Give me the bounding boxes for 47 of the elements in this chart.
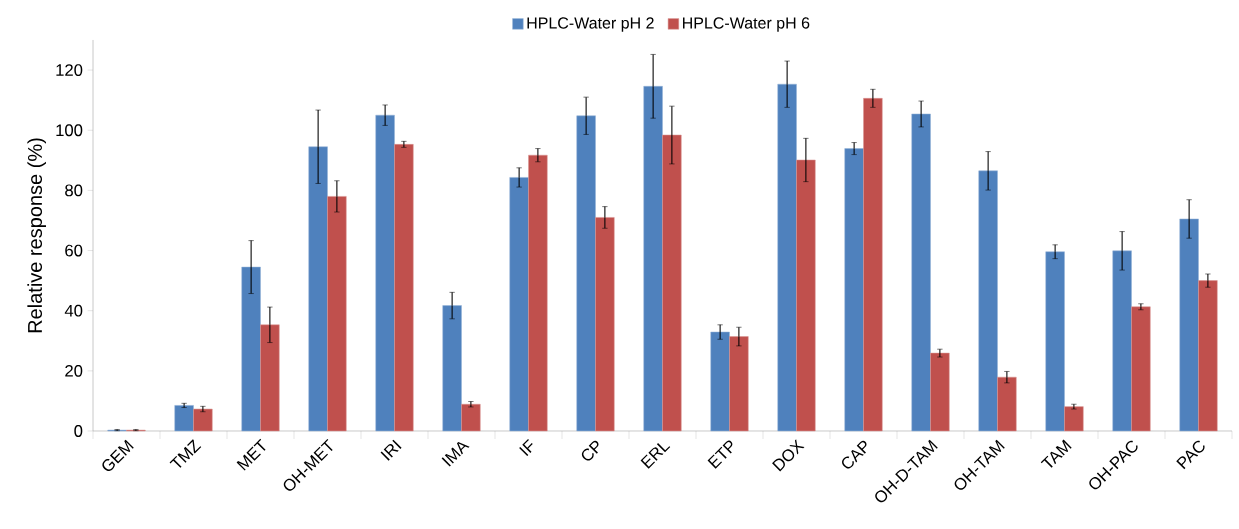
bar — [442, 305, 462, 432]
bar — [643, 86, 663, 432]
bar — [528, 154, 548, 432]
bar — [911, 113, 931, 432]
y-tick-label: 0 — [74, 425, 83, 437]
bar — [1112, 250, 1132, 432]
bar — [662, 134, 682, 432]
bar — [260, 324, 280, 432]
bar — [576, 115, 596, 432]
bar — [930, 352, 950, 432]
bar — [241, 266, 261, 432]
bar — [174, 405, 194, 432]
bar — [308, 146, 328, 432]
bar — [777, 83, 797, 432]
legend-label: HPLC-Water pH 2 — [527, 17, 654, 32]
bar — [327, 196, 347, 432]
y-tick-label: 80 — [65, 184, 83, 197]
bar — [729, 336, 749, 432]
bar — [193, 408, 213, 432]
legend-label: HPLC-Water pH 6 — [683, 17, 810, 32]
bar — [1198, 280, 1218, 432]
bar — [796, 159, 816, 432]
y-tick-label: 120 — [56, 64, 83, 76]
bar — [461, 403, 481, 432]
y-tick-label: 40 — [64, 304, 83, 317]
x-tick-label: ERL — [640, 443, 671, 469]
bar — [375, 114, 395, 432]
bar — [394, 144, 414, 432]
bar — [1131, 306, 1151, 432]
y-tick-label: 60 — [65, 244, 83, 257]
x-tick-label: IRI — [380, 439, 402, 461]
bar — [710, 331, 730, 432]
bar — [997, 376, 1017, 432]
y-tick-label: 100 — [56, 124, 83, 137]
x-tick-label: IF — [519, 439, 533, 457]
bar — [863, 98, 883, 432]
bar — [1064, 406, 1084, 432]
bar — [1045, 251, 1065, 432]
bar — [595, 217, 615, 432]
bar — [509, 177, 529, 432]
x-tick-label: CP — [581, 440, 599, 461]
bar — [1179, 218, 1199, 432]
bar — [844, 148, 864, 432]
y-tick-label: 20 — [65, 364, 83, 377]
y-axis-title: Relative response (%) — [27, 138, 46, 333]
x-tick-label: IMA — [441, 441, 470, 467]
bar — [978, 170, 998, 432]
